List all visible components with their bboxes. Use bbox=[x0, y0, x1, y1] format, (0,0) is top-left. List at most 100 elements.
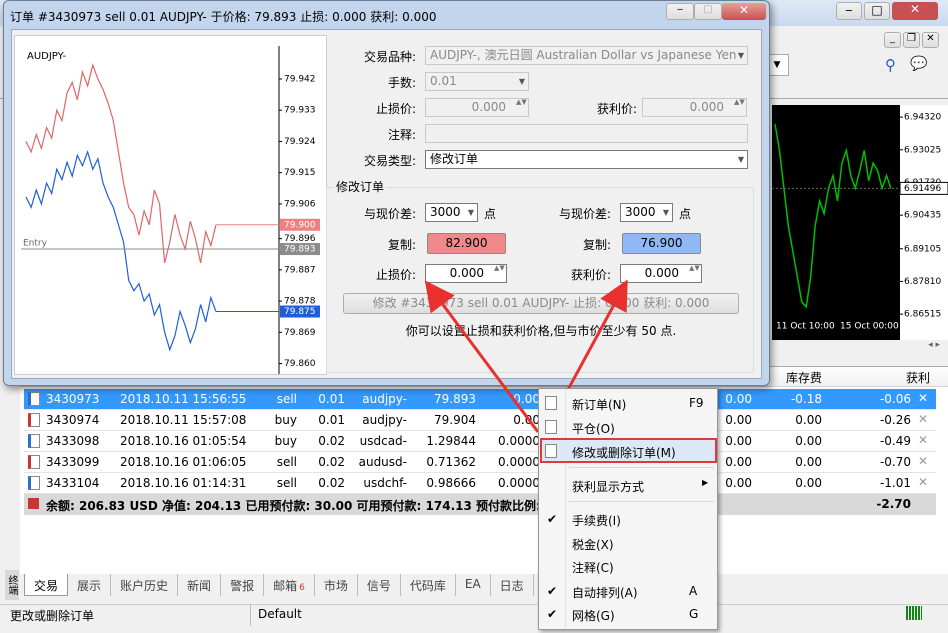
chart-scroll-arrows[interactable]: ◂ ▸ bbox=[928, 340, 940, 350]
close-order-icon[interactable]: ✕ bbox=[918, 412, 929, 426]
level-label: 79.900 bbox=[284, 220, 316, 230]
y-tick-label: 6.93025 bbox=[904, 145, 941, 155]
menu-item[interactable]: 修改或删除订单(M) bbox=[572, 446, 676, 460]
tab[interactable]: 邮箱 6 bbox=[264, 574, 315, 596]
table-cell: 0.00 bbox=[725, 455, 752, 469]
dialog-minimize[interactable]: ‒ bbox=[666, 3, 694, 20]
dropdown-arrow[interactable]: ▼ bbox=[662, 208, 669, 217]
table-cell: -0.26 bbox=[879, 413, 911, 427]
close-order-icon[interactable]: ✕ bbox=[918, 454, 929, 468]
table-row[interactable] bbox=[24, 473, 936, 494]
menu-item[interactable]: 网格(G) bbox=[572, 609, 615, 623]
mini-chart: AUDJPY- 79.942 79.933 79.924 79.915 79.906 79.… bbox=[21, 46, 321, 374]
tab[interactable]: EA bbox=[456, 574, 491, 596]
table-cell: -1.01 bbox=[879, 476, 911, 490]
table-cell: 0.02 bbox=[318, 476, 345, 490]
summary-total: -2.70 bbox=[876, 497, 911, 511]
table-row[interactable] bbox=[24, 431, 936, 452]
chart-symbol: AUDJPY- bbox=[27, 51, 67, 62]
modify-button: 修改 #3430973 sell 0.01 AUDJPY- 止损: 0.000 … bbox=[343, 293, 739, 314]
mdi-restore[interactable]: ❐ bbox=[903, 32, 920, 48]
menu-item[interactable]: 新订单(N) bbox=[572, 398, 627, 412]
y-tick-label: 79.915 bbox=[284, 168, 316, 178]
table-cell: 3430974 bbox=[46, 413, 100, 427]
spin-arrows[interactable]: ▲▼ bbox=[689, 264, 700, 272]
dialog-close[interactable]: ✕ bbox=[722, 3, 766, 20]
menu-icon bbox=[545, 444, 557, 458]
field-label: 复制: bbox=[582, 238, 611, 252]
menu-item[interactable]: 自动排列(A) bbox=[572, 586, 638, 600]
tab[interactable]: 信号 bbox=[358, 574, 401, 596]
combo-box[interactable]: 3000 ▼ bbox=[425, 203, 478, 222]
table-cell: 2018.10.16 01:06:05 bbox=[120, 455, 247, 469]
table-cell: -0.18 bbox=[790, 392, 822, 406]
mdi-close[interactable]: ✕ bbox=[922, 32, 939, 48]
combo-box[interactable]: 修改订单 ▼ bbox=[425, 150, 748, 169]
chat-icon[interactable]: 💬 bbox=[910, 56, 928, 72]
tab[interactable]: 警报 bbox=[221, 574, 265, 596]
search-icon[interactable]: ⚲ bbox=[885, 56, 896, 74]
price-line bbox=[25, 149, 217, 352]
copy-button[interactable]: 82.900 bbox=[427, 233, 506, 254]
table-cell: 3433098 bbox=[46, 434, 100, 448]
table-cell: buy bbox=[274, 413, 297, 427]
mail-badge: 6 bbox=[299, 583, 305, 593]
maximize-button[interactable]: □ bbox=[864, 2, 890, 20]
table-cell: -0.70 bbox=[879, 455, 911, 469]
tab[interactable]: 展示 bbox=[68, 574, 112, 596]
dialog-title: 订单 #3430973 sell 0.01 AUDJPY- 于价格: 79.89… bbox=[10, 10, 437, 24]
spin-field[interactable]: 0.000 ▲▼ bbox=[425, 264, 507, 283]
order-icon bbox=[28, 413, 40, 427]
table-cell: usdchf- bbox=[363, 476, 407, 490]
field-label: 与现价差: bbox=[558, 207, 611, 221]
tab[interactable]: 交易 bbox=[24, 574, 69, 596]
field-label: 手数: bbox=[387, 76, 416, 90]
table-cell: 1.29844 bbox=[426, 434, 476, 448]
combo-box: 0.01 ▼ bbox=[425, 72, 529, 91]
dropdown-arrow[interactable]: ▼ bbox=[737, 155, 744, 164]
table-cell: 3430973 bbox=[46, 392, 100, 406]
table-cell: 0.00 bbox=[795, 413, 822, 427]
spin-arrows[interactable]: ▲▼ bbox=[494, 264, 505, 272]
menu-item[interactable]: 获利显示方式 bbox=[572, 480, 645, 494]
tab[interactable]: 账户历史 bbox=[111, 574, 179, 596]
field-label: 与现价差: bbox=[363, 207, 416, 221]
menu-shortcut: A bbox=[689, 584, 698, 598]
table-cell: 0.00 bbox=[795, 455, 822, 469]
table-cell: 0.02 bbox=[318, 434, 345, 448]
copy-button[interactable]: 76.900 bbox=[622, 233, 701, 254]
menu-item[interactable]: 税金(X) bbox=[572, 538, 614, 552]
mdi-minimize[interactable]: _ bbox=[884, 32, 901, 48]
tab[interactable]: 新闻 bbox=[178, 574, 222, 596]
level-text: Entry bbox=[23, 239, 48, 249]
close-button[interactable]: ✕ bbox=[892, 2, 938, 20]
side-label: 终端 bbox=[5, 570, 19, 600]
comment-field bbox=[425, 124, 748, 143]
close-order-icon[interactable]: ✕ bbox=[918, 475, 929, 489]
table-cell: 0.00 bbox=[513, 413, 540, 427]
close-order-icon[interactable]: ✕ bbox=[918, 391, 929, 405]
tab[interactable]: 日志 bbox=[491, 574, 534, 596]
spin-field[interactable]: 0.000 ▲▼ bbox=[620, 264, 702, 283]
menu-item[interactable]: 平仓(O) bbox=[572, 422, 615, 436]
minimize-button[interactable]: ‒ bbox=[836, 2, 862, 20]
level-label-bg bbox=[280, 218, 320, 231]
table-cell: 0.01 bbox=[318, 413, 345, 427]
tab[interactable]: 代码库 bbox=[401, 574, 456, 596]
table-cell: 3433104 bbox=[46, 476, 100, 490]
table-cell: 0.00 bbox=[725, 392, 752, 406]
header-cell: 获利 bbox=[905, 371, 930, 385]
chart-bg bbox=[21, 46, 321, 374]
combo-box[interactable]: 3000 ▼ bbox=[620, 203, 673, 222]
close-order-icon[interactable]: ✕ bbox=[918, 433, 929, 447]
dropdown-arrow[interactable]: ▼ bbox=[467, 208, 474, 217]
connection-indicator bbox=[906, 606, 922, 620]
y-tick-label: 79.896 bbox=[284, 234, 316, 244]
menu-item[interactable]: 注释(C) bbox=[572, 561, 614, 575]
table-row[interactable] bbox=[24, 452, 936, 473]
tab[interactable]: 市场 bbox=[315, 574, 358, 596]
menu-item[interactable]: 手续费(I) bbox=[572, 514, 621, 528]
header-cell: 库存费 bbox=[785, 371, 822, 385]
table-cell: -0.49 bbox=[879, 434, 911, 448]
